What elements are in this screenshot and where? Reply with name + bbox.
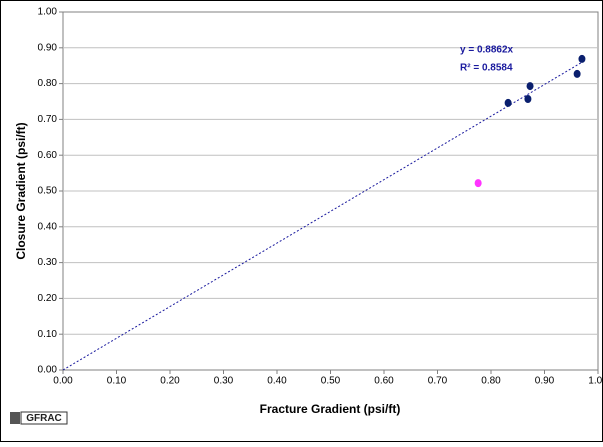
point	[504, 98, 512, 107]
x-tick-label: 0.00	[53, 376, 73, 387]
x-tick-label: 0.30	[214, 376, 234, 387]
y-tick-label: 0.40	[38, 221, 58, 232]
point	[526, 82, 534, 91]
y-tick-label: 1.00	[38, 7, 58, 18]
y-tick-label: 0.20	[38, 293, 58, 304]
y-tick-label: 0.90	[38, 42, 58, 53]
x-tick-label: 0.40	[267, 376, 287, 387]
point	[524, 94, 532, 103]
logo-box	[20, 411, 68, 425]
trendline-equation: y = 0.8862x	[460, 45, 514, 56]
y-tick-label: 0.60	[38, 150, 58, 161]
y-tick-label: 0.80	[38, 78, 58, 89]
y-tick-label: 0.00	[38, 365, 58, 376]
y-tick-label: 0.50	[38, 186, 58, 197]
point	[573, 69, 581, 78]
x-axis-title: Fracture Gradient (psi/ft)	[260, 402, 401, 416]
x-tick-label: 0.50	[321, 376, 341, 387]
point	[474, 179, 482, 188]
trendline	[62, 61, 583, 371]
logo: GFRAC	[26, 413, 62, 424]
x-tick-label: 0.90	[535, 376, 555, 387]
x-tick-label: 0.60	[374, 376, 394, 387]
trendline-r-squared: R² = 0.8584	[460, 63, 513, 74]
x-tick-label: 1.00	[588, 376, 603, 387]
y-axis-title: Closure Gradient (psi/ft)	[14, 122, 28, 259]
x-tick-label: 0.20	[160, 376, 180, 387]
x-tick-label: 0.80	[481, 376, 501, 387]
x-tick-label: 0.10	[107, 376, 127, 387]
y-tick-label: 0.70	[38, 114, 58, 125]
logo-icon	[10, 412, 20, 424]
y-tick-label: 0.10	[38, 329, 58, 340]
point	[578, 54, 586, 63]
x-tick-label: 0.70	[428, 376, 448, 387]
y-tick-label: 0.30	[38, 257, 58, 268]
